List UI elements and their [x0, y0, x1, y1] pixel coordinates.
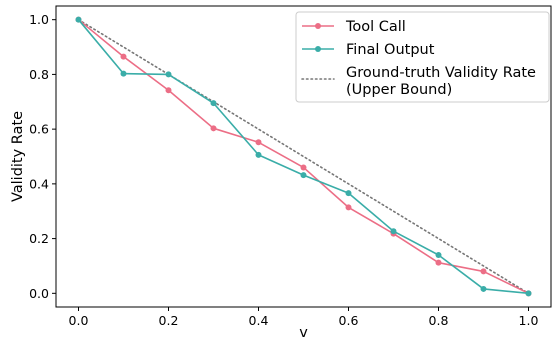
- data-point: [435, 252, 442, 259]
- series-line: [77, 18, 530, 295]
- series-2: [77, 18, 530, 295]
- legend-label-line-2: (Upper Bound): [346, 82, 452, 98]
- data-point: [120, 70, 127, 77]
- legend-entry: Final Output: [302, 42, 435, 58]
- y-tick-label: 0.2: [29, 231, 49, 246]
- series-1: [75, 16, 532, 297]
- x-tick-label: 1.0: [519, 313, 539, 328]
- data-point: [255, 151, 262, 158]
- legend: Tool Call Final Output Ground-truth Validi…: [295, 11, 550, 103]
- legend-swatch-marker: [315, 46, 321, 52]
- data-point: [165, 87, 172, 94]
- data-point: [480, 285, 487, 292]
- data-point: [300, 172, 307, 179]
- data-point: [345, 204, 352, 211]
- data-point: [255, 139, 262, 146]
- legend-label: Final Output: [346, 42, 435, 58]
- data-point: [300, 164, 307, 171]
- data-point: [165, 71, 172, 78]
- data-point: [120, 53, 127, 60]
- x-tick-label: 0.8: [429, 313, 449, 328]
- y-tick-label: 0.0: [29, 286, 49, 301]
- x-tick-label: 0.0: [69, 313, 89, 328]
- data-point: [435, 259, 442, 266]
- data-point: [210, 125, 217, 132]
- legend-entry: Tool Call: [302, 19, 406, 35]
- x-tick-label: 0.2: [159, 313, 179, 328]
- y-tick-label: 1.0: [29, 12, 49, 27]
- y-axis-label: Validity Rate: [10, 111, 26, 202]
- x-tick-label: 0.6: [339, 313, 359, 328]
- y-tick-label: 0.8: [29, 67, 49, 82]
- legend-box: [295, 11, 550, 103]
- data-point: [345, 190, 352, 197]
- x-axis-ticks: 0.0 0.2 0.4 0.6 0.8 1.0: [69, 307, 539, 328]
- legend-label: Tool Call: [345, 19, 406, 35]
- x-axis-label: v: [299, 325, 308, 341]
- series-group: [75, 16, 532, 297]
- legend-entry: Ground-truth Validity Rate(Upper Bound): [301, 65, 536, 98]
- legend-label-line-1: Ground-truth Validity Rate: [346, 65, 536, 81]
- data-point: [210, 100, 217, 107]
- y-tick-label: 0.6: [29, 122, 49, 137]
- axes-frame: [55, 5, 552, 308]
- data-point: [525, 290, 532, 297]
- y-tick-label: 0.4: [29, 176, 49, 191]
- y-axis-ticks: 0.0 0.2 0.4 0.6 0.8 1.0: [29, 12, 56, 301]
- data-point: [390, 228, 397, 235]
- legend-swatch-marker: [315, 23, 321, 29]
- x-tick-label: 0.4: [249, 313, 269, 328]
- data-point: [480, 268, 487, 275]
- data-point: [75, 16, 82, 23]
